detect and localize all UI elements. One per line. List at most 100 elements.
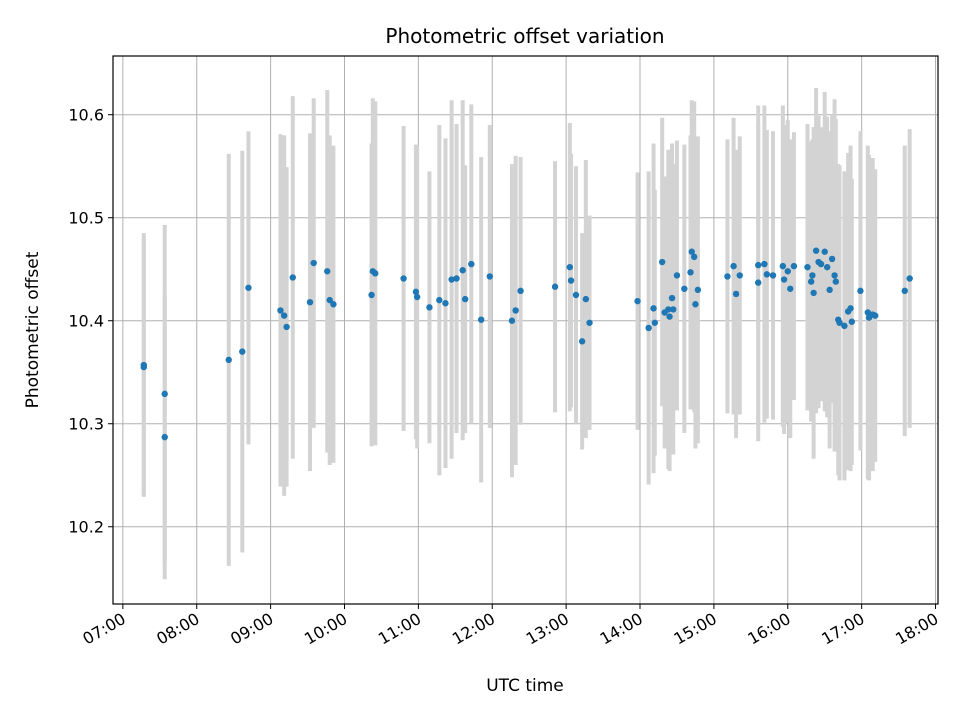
data-point	[841, 322, 848, 330]
data-point	[688, 248, 695, 255]
data-point	[324, 268, 331, 275]
data-point	[517, 287, 524, 295]
data-point	[681, 285, 688, 292]
data-point	[730, 262, 737, 270]
data-point	[809, 272, 816, 279]
data-point	[459, 267, 466, 274]
data-point	[426, 304, 433, 311]
data-point	[784, 268, 791, 275]
data-point	[586, 319, 593, 326]
data-point	[670, 306, 677, 313]
data-point	[779, 262, 787, 270]
y-tick-label: 10.5	[68, 209, 104, 228]
data-point	[872, 312, 879, 319]
data-point	[412, 288, 420, 296]
data-point	[277, 307, 284, 314]
data-point	[330, 301, 337, 308]
data-point	[650, 305, 657, 312]
data-point	[831, 272, 838, 279]
y-axis: 10.2 10.3 10.4 10.5 10.6	[68, 106, 113, 537]
data-point	[508, 317, 516, 324]
data-point	[828, 255, 836, 263]
data-point	[413, 293, 421, 301]
data-point	[400, 275, 407, 282]
data-point	[306, 298, 314, 306]
data-point	[732, 290, 740, 298]
data-point	[769, 272, 777, 279]
data-point	[651, 319, 658, 326]
data-point	[239, 348, 246, 355]
data-point	[551, 283, 559, 290]
data-point	[453, 275, 460, 282]
data-point	[665, 306, 672, 313]
x-axis-label: UTC time	[486, 676, 564, 696]
data-point	[486, 273, 493, 280]
y-tick-label: 10.2	[68, 518, 104, 537]
data-point	[280, 312, 288, 319]
data-point	[140, 363, 147, 371]
data-point	[817, 260, 825, 268]
data-point	[906, 275, 913, 282]
data-point	[326, 296, 333, 304]
data-point	[812, 247, 820, 254]
data-point	[761, 260, 768, 268]
data-point	[807, 278, 815, 285]
chart-title: Photometric offset variation	[385, 24, 664, 48]
data-point	[736, 272, 743, 279]
data-point	[161, 390, 168, 398]
data-point	[477, 316, 485, 323]
data-point	[668, 294, 676, 302]
data-point	[436, 296, 443, 304]
data-point	[790, 262, 798, 270]
data-point	[692, 301, 699, 308]
data-point	[645, 324, 652, 332]
data-point	[161, 433, 168, 441]
data-point	[787, 285, 794, 292]
data-point	[826, 286, 833, 294]
data-point	[864, 309, 872, 316]
data-point	[848, 318, 856, 325]
y-tick-label: 10.6	[68, 106, 104, 125]
data-point	[572, 291, 580, 299]
data-point	[512, 307, 519, 314]
data-point	[836, 319, 843, 326]
data-point	[694, 286, 702, 294]
data-point	[847, 305, 854, 312]
data-point	[780, 276, 788, 283]
data-point	[690, 253, 698, 261]
data-point	[658, 258, 666, 266]
data-point	[901, 287, 908, 295]
data-point	[225, 356, 232, 364]
data-point	[578, 338, 586, 345]
data-point	[666, 313, 673, 320]
data-points	[140, 247, 913, 441]
data-point	[448, 276, 455, 283]
data-point	[823, 263, 831, 271]
data-point	[804, 263, 811, 271]
data-point	[368, 291, 375, 299]
data-point	[832, 278, 839, 285]
data-point	[310, 259, 317, 267]
data-point	[763, 271, 771, 278]
data-point	[821, 248, 828, 255]
data-point	[461, 295, 469, 303]
data-point	[566, 263, 574, 271]
data-point	[634, 297, 641, 305]
plot-frame	[112, 55, 939, 605]
data-point	[582, 295, 590, 303]
data-point	[245, 284, 252, 291]
data-point	[687, 269, 694, 276]
data-point	[289, 274, 296, 281]
data-point	[372, 270, 379, 277]
data-point	[567, 277, 575, 284]
y-tick-label: 10.4	[68, 312, 104, 331]
data-point	[755, 279, 762, 286]
data-point	[724, 273, 731, 280]
y-tick-label: 10.3	[68, 415, 104, 434]
y-axis-label: Photometric offset	[23, 251, 43, 408]
data-point	[810, 289, 817, 297]
data-point	[673, 272, 681, 279]
data-point	[283, 323, 290, 331]
data-point	[468, 260, 475, 268]
